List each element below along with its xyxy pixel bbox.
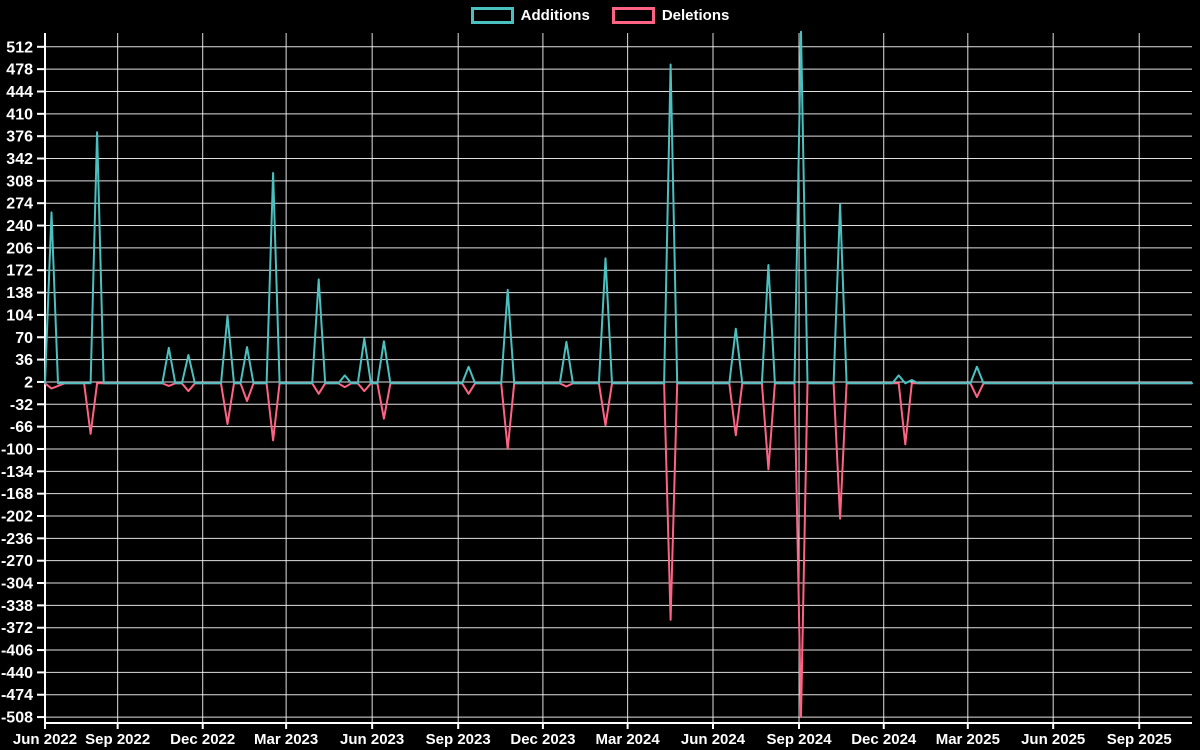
- svg-text:Sep 2025: Sep 2025: [1107, 731, 1172, 748]
- svg-text:Jun 2025: Jun 2025: [1021, 731, 1085, 748]
- svg-text:376: 376: [6, 129, 33, 146]
- svg-text:512: 512: [6, 39, 33, 56]
- svg-text:Dec 2022: Dec 2022: [170, 731, 235, 748]
- svg-text:-474: -474: [1, 687, 33, 704]
- legend-item-additions[interactable]: Additions: [470, 7, 590, 24]
- svg-text:Dec 2023: Dec 2023: [510, 731, 575, 748]
- svg-text:444: 444: [6, 84, 33, 101]
- svg-text:Mar 2023: Mar 2023: [254, 731, 318, 748]
- series-deletions: [44, 382, 1193, 719]
- svg-text:-406: -406: [1, 643, 33, 660]
- svg-text:Jun 2024: Jun 2024: [681, 731, 746, 748]
- svg-text:308: 308: [6, 173, 33, 190]
- additions-swatch-icon: [470, 7, 514, 24]
- svg-text:-304: -304: [1, 576, 33, 593]
- legend-item-deletions[interactable]: Deletions: [611, 7, 730, 24]
- svg-text:Jun 2023: Jun 2023: [340, 731, 404, 748]
- svg-text:Sep 2024: Sep 2024: [766, 731, 832, 748]
- svg-text:172: 172: [6, 263, 33, 280]
- svg-text:-440: -440: [1, 665, 33, 682]
- svg-text:410: 410: [6, 106, 33, 123]
- svg-text:-236: -236: [1, 531, 33, 548]
- svg-text:-100: -100: [1, 441, 33, 458]
- svg-text:Sep 2022: Sep 2022: [85, 731, 150, 748]
- chart-legend: Additions Deletions: [0, 7, 1200, 24]
- svg-text:-508: -508: [1, 710, 33, 727]
- svg-text:Jun 2022: Jun 2022: [13, 731, 77, 748]
- svg-text:-134: -134: [1, 464, 33, 481]
- svg-text:478: 478: [6, 62, 33, 79]
- svg-text:2: 2: [24, 374, 33, 391]
- svg-text:104: 104: [6, 307, 33, 324]
- svg-text:-66: -66: [10, 419, 33, 436]
- svg-text:Mar 2024: Mar 2024: [596, 731, 661, 748]
- svg-text:36: 36: [15, 352, 33, 369]
- svg-text:-270: -270: [1, 553, 33, 570]
- svg-text:-372: -372: [1, 620, 33, 637]
- svg-text:138: 138: [6, 285, 33, 302]
- legend-label-deletions: Deletions: [661, 7, 730, 24]
- svg-text:Mar 2025: Mar 2025: [936, 731, 1000, 748]
- series-additions: [44, 30, 1193, 385]
- svg-text:240: 240: [6, 218, 33, 235]
- svg-text:Dec 2024: Dec 2024: [851, 731, 917, 748]
- svg-text:-202: -202: [1, 509, 33, 526]
- svg-text:342: 342: [6, 151, 33, 168]
- deletions-swatch-icon: [611, 7, 655, 24]
- svg-text:-168: -168: [1, 486, 33, 503]
- svg-text:274: 274: [6, 196, 33, 213]
- svg-text:-338: -338: [1, 598, 33, 615]
- svg-text:-32: -32: [10, 397, 33, 414]
- svg-text:Sep 2023: Sep 2023: [426, 731, 491, 748]
- legend-label-additions: Additions: [520, 7, 590, 24]
- svg-text:206: 206: [6, 240, 33, 257]
- svg-text:70: 70: [15, 330, 33, 347]
